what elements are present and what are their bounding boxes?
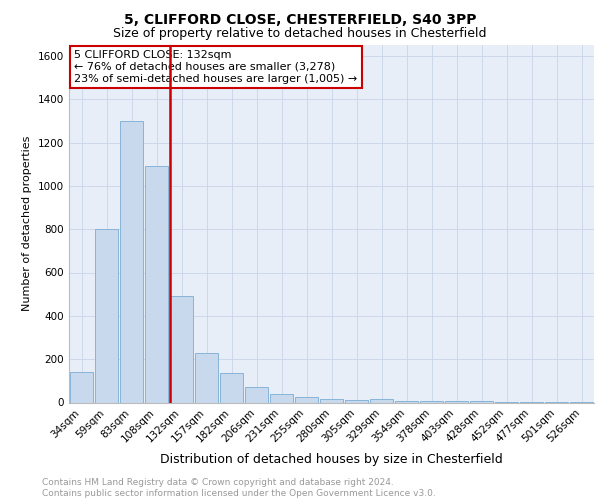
Bar (345, 400, 368, 402)
X-axis label: Distribution of detached houses by size in Chesterfield: Distribution of detached houses by size … (160, 452, 503, 466)
Bar (270, 394, 293, 402)
Bar (245, 388, 268, 402)
Bar (120, 121, 143, 402)
Bar (70, 372, 93, 402)
Bar (170, 296, 193, 403)
Text: 5 CLIFFORD CLOSE: 132sqm
← 76% of detached houses are smaller (3,278)
23% of sem: 5 CLIFFORD CLOSE: 132sqm ← 76% of detach… (74, 50, 358, 84)
Text: Size of property relative to detached houses in Chesterfield: Size of property relative to detached ho… (113, 28, 487, 40)
Text: Contains HM Land Registry data © Crown copyright and database right 2024.
Contai: Contains HM Land Registry data © Crown c… (42, 478, 436, 498)
Bar (95, 229, 118, 402)
Bar (295, 397, 318, 402)
Bar (370, 399, 393, 402)
Bar (145, 166, 168, 402)
Bar (195, 352, 218, 403)
Bar (220, 373, 243, 402)
Text: 5, CLIFFORD CLOSE, CHESTERFIELD, S40 3PP: 5, CLIFFORD CLOSE, CHESTERFIELD, S40 3PP (124, 12, 476, 26)
Y-axis label: Number of detached properties: Number of detached properties (22, 136, 32, 312)
Bar (320, 399, 343, 402)
